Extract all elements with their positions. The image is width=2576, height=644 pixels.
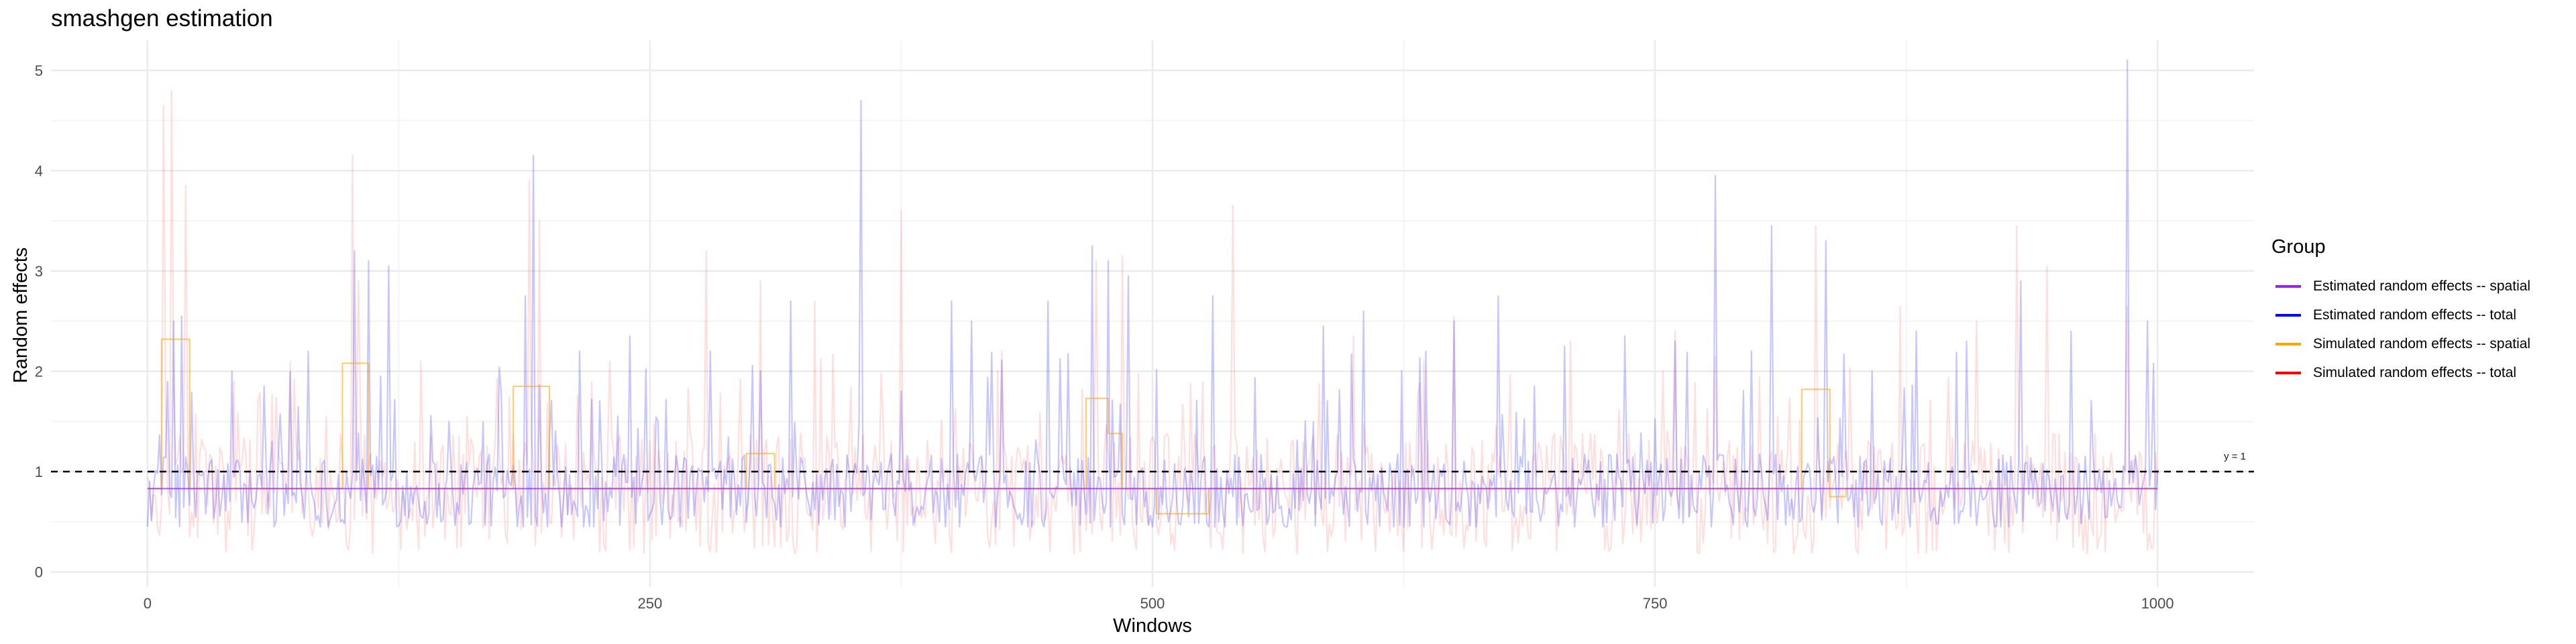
legend-item: Estimated random effects -- spatial <box>2271 272 2530 301</box>
y-tick-label: 3 <box>35 263 43 280</box>
reference-layer: y = 1 <box>51 451 2254 473</box>
series-line-1 <box>146 59 2159 528</box>
legend-item: Estimated random effects -- total <box>2271 301 2530 329</box>
series-layer <box>146 59 2159 555</box>
y-axis-title: Random effects <box>10 248 32 384</box>
legend-label: Simulated random effects -- total <box>2313 364 2517 380</box>
legend-item: Simulated random effects -- spatial <box>2271 329 2530 358</box>
legend-swatch <box>2275 284 2301 288</box>
x-tick-label: 250 <box>638 595 663 612</box>
legend-label: Simulated random effects -- spatial <box>2313 335 2531 352</box>
x-tick-labels: 0 250 500 750 1000 <box>144 595 2174 612</box>
y-tick-label: 0 <box>35 564 43 581</box>
y-tick-label: 4 <box>35 162 43 179</box>
legend-swatch <box>2275 342 2301 345</box>
chart-title: smashgen estimation <box>51 5 273 32</box>
y-tick-label: 2 <box>35 363 43 380</box>
series-line-3 <box>146 89 2159 555</box>
legend-label: Estimated random effects -- total <box>2313 307 2517 323</box>
legend: Group Estimated random effects -- spatia… <box>2271 236 2530 387</box>
legend-swatch <box>2275 371 2301 374</box>
legend-swatch <box>2275 313 2301 317</box>
legend-label: Estimated random effects -- spatial <box>2313 278 2531 294</box>
x-tick-label: 500 <box>1140 595 1165 612</box>
x-axis-title: Windows <box>1113 615 1192 637</box>
y-tick-label: 5 <box>35 62 43 79</box>
legend-title: Group <box>2271 236 2326 258</box>
reference-label: y = 1 <box>2224 451 2246 462</box>
legend-items: Estimated random effects -- spatial Estim… <box>2271 272 2530 387</box>
y-tick-label: 1 <box>35 464 43 480</box>
x-tick-label: 750 <box>1643 595 1668 612</box>
x-tick-label: 1000 <box>2141 595 2174 612</box>
legend-item: Simulated random effects -- total <box>2271 358 2530 387</box>
x-tick-label: 0 <box>144 595 152 612</box>
y-tick-labels: 0 1 2 3 4 5 <box>35 62 43 581</box>
